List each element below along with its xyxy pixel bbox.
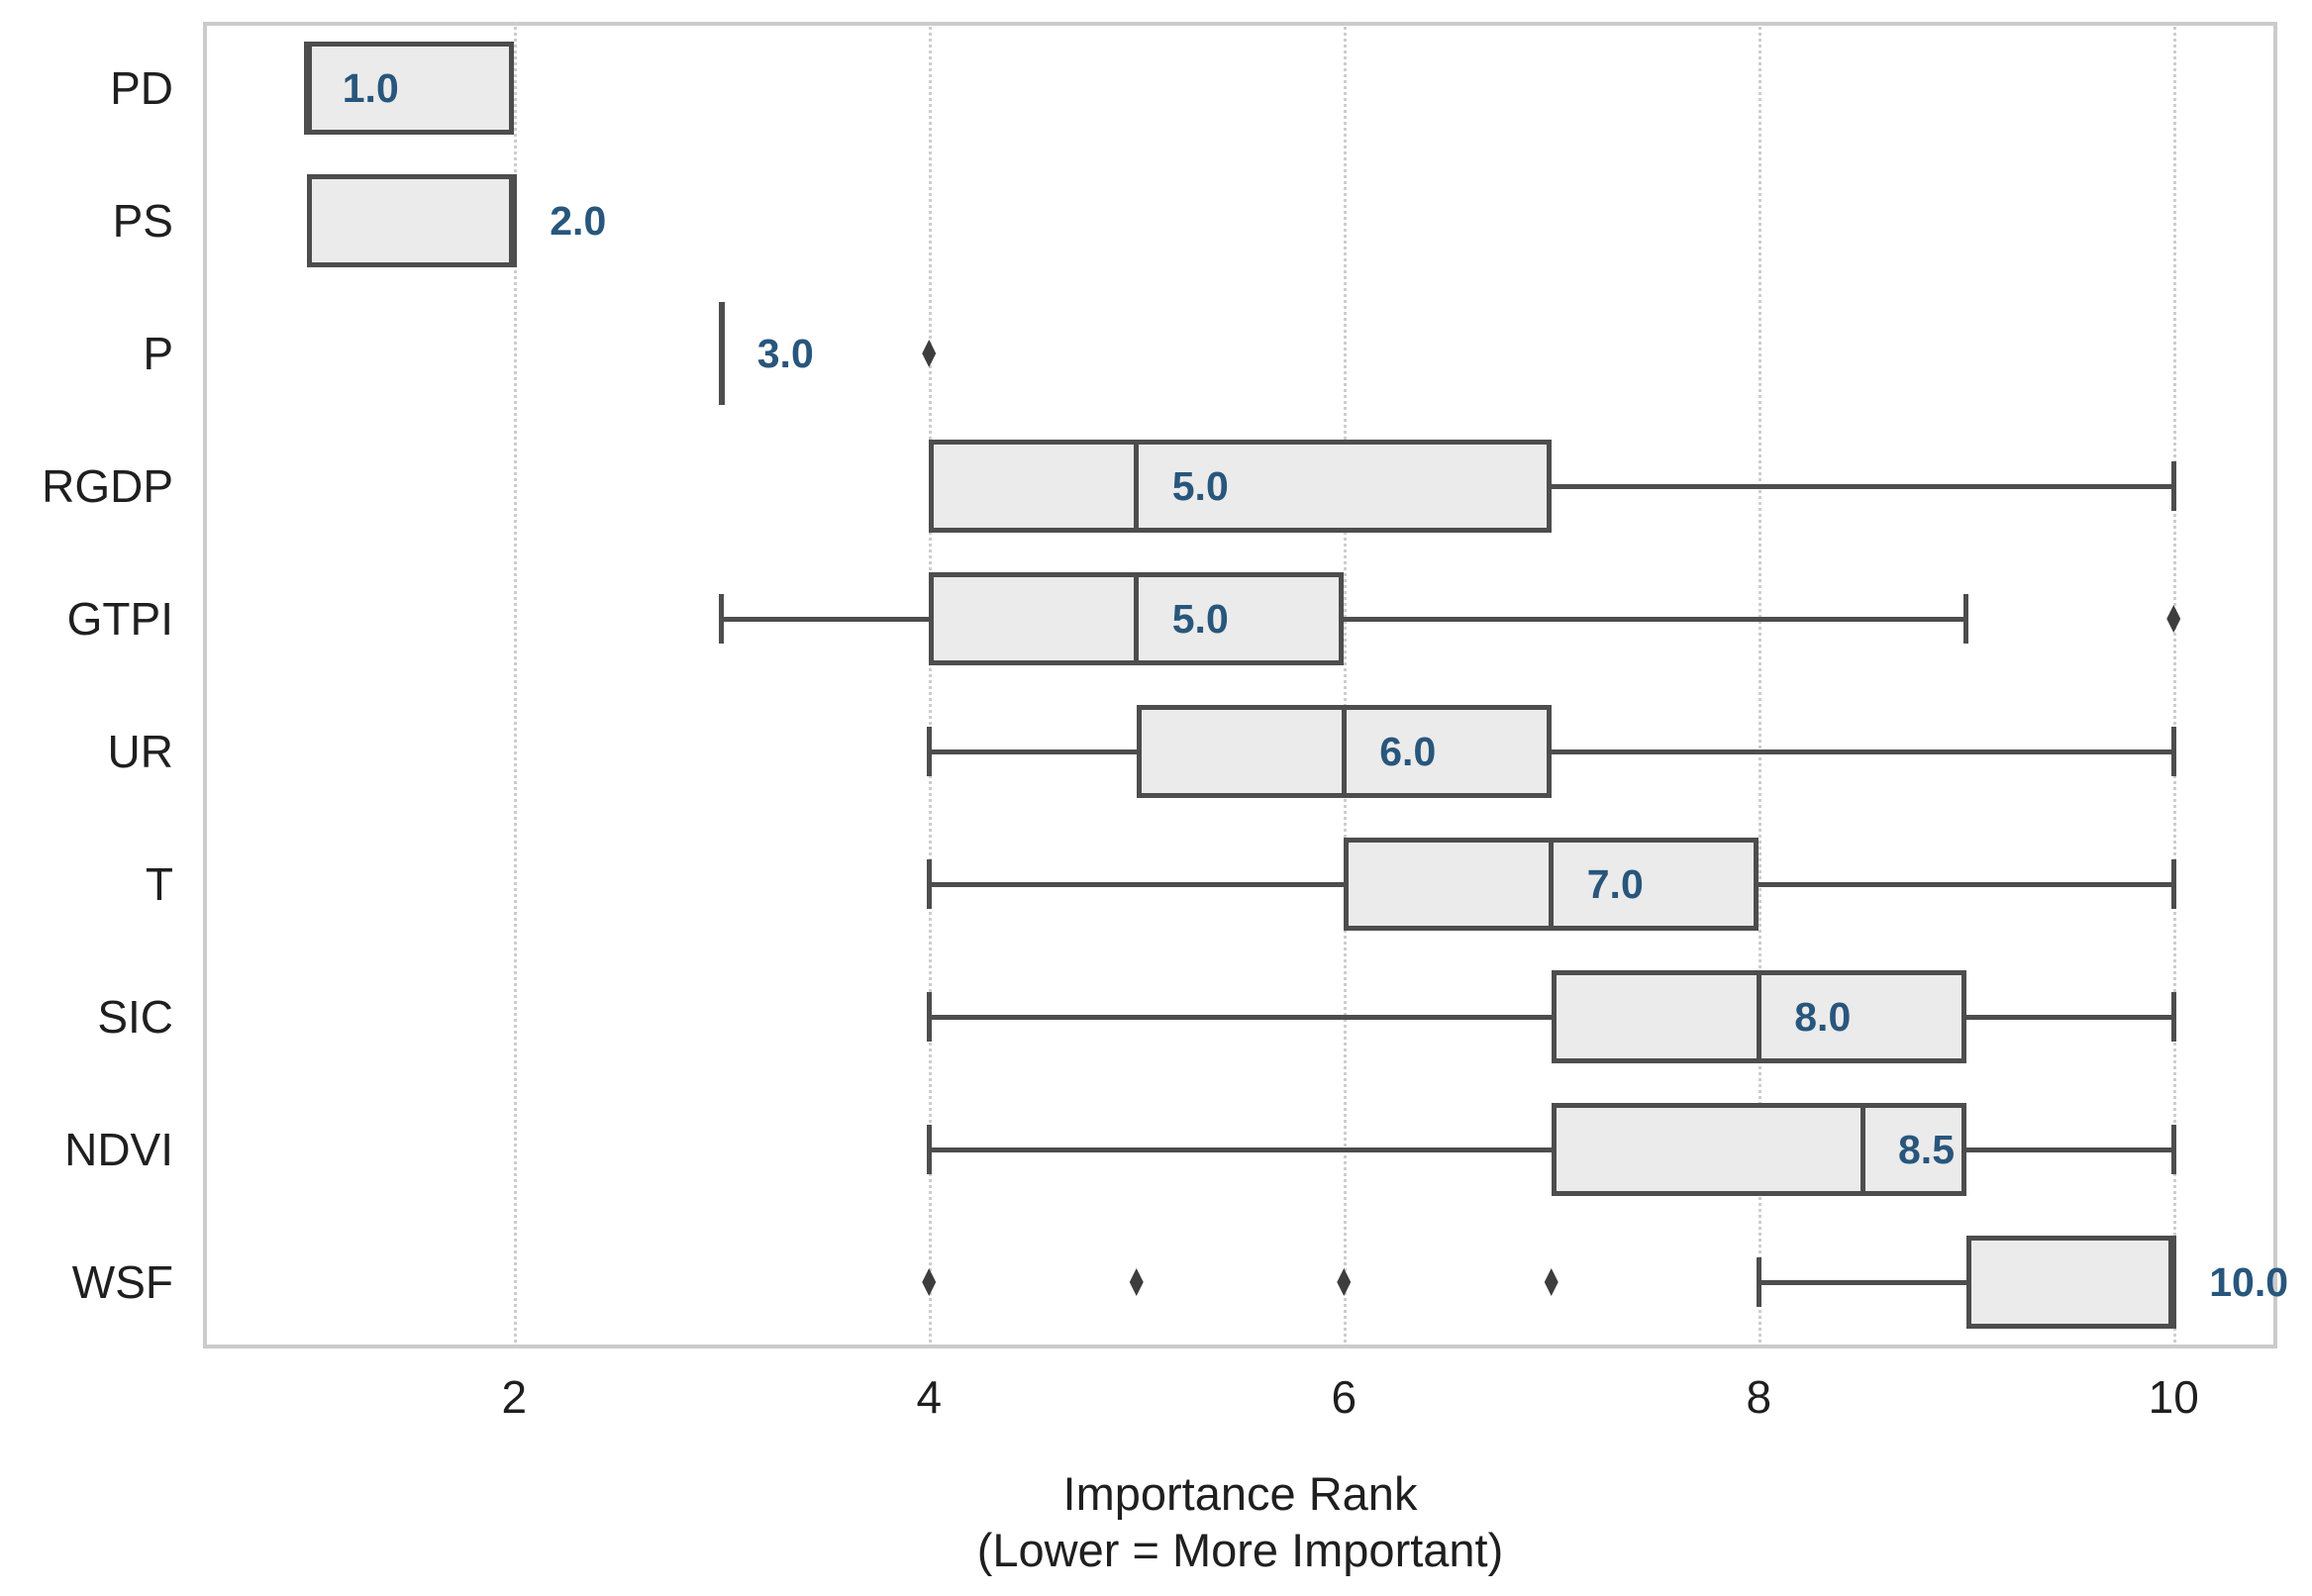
median-line-P	[718, 302, 725, 405]
x-tick-label-2: 2	[501, 1371, 528, 1423]
median-label-PD: 1.0	[342, 65, 399, 111]
median-label-WSF: 10.0	[2209, 1259, 2289, 1305]
x-axis-title-line1: Importance Rank	[1062, 1467, 1418, 1520]
gridline-x-2	[514, 22, 518, 1348]
plot-area-frame	[203, 22, 2277, 1348]
whisker-cap-low-UR	[926, 727, 932, 776]
x-tick-label-10: 10	[2148, 1371, 2199, 1423]
whisker-low-GTPI	[721, 616, 930, 622]
whisker-cap-high-GTPI	[1963, 594, 1969, 644]
x-axis-title: Importance Rank (Lower = More Important)	[203, 1465, 2277, 1578]
whisker-cap-low-GTPI	[719, 594, 725, 644]
whisker-cap-low-SIC	[926, 992, 932, 1042]
median-label-UR: 6.0	[1379, 729, 1437, 774]
median-line-T	[1549, 838, 1555, 931]
y-category-label-NDVI: NDVI	[64, 1124, 173, 1175]
whisker-cap-low-NDVI	[926, 1125, 932, 1174]
whisker-low-T	[929, 881, 1345, 887]
median-line-SIC	[1756, 970, 1761, 1063]
whisker-cap-high-T	[2170, 859, 2176, 909]
median-line-WSF	[2170, 1236, 2176, 1329]
whisker-cap-high-NDVI	[2170, 1125, 2176, 1174]
whisker-low-UR	[929, 748, 1137, 754]
x-tick-label-6: 6	[1331, 1371, 1357, 1423]
median-line-UR	[1341, 705, 1347, 798]
box-WSF	[1965, 1236, 2174, 1329]
outlier-WSF-4	[922, 1268, 937, 1296]
median-line-GTPI	[1134, 572, 1140, 665]
outlier-P-4	[922, 340, 937, 367]
y-category-label-UR: UR	[107, 726, 173, 777]
whisker-high-UR	[1551, 748, 2174, 754]
whisker-cap-high-RGDP	[2170, 461, 2176, 511]
whisker-cap-low-WSF	[1756, 1257, 1761, 1307]
whisker-high-SIC	[1965, 1014, 2174, 1020]
gridline-x-8	[1759, 22, 1762, 1348]
median-line-PS	[511, 174, 517, 267]
y-category-label-P: P	[143, 328, 173, 379]
gridline-x-4	[929, 22, 933, 1348]
whisker-low-WSF	[1759, 1279, 1966, 1285]
whisker-cap-low-T	[926, 859, 932, 909]
median-line-PD	[304, 42, 310, 135]
y-category-label-RGDP: RGDP	[42, 460, 173, 512]
median-label-T: 7.0	[1586, 861, 1644, 907]
median-label-PS: 2.0	[550, 198, 607, 244]
y-category-label-PS: PS	[112, 195, 173, 247]
y-category-label-GTPI: GTPI	[66, 593, 173, 645]
whisker-high-NDVI	[1965, 1147, 2174, 1152]
median-label-SIC: 8.0	[1794, 994, 1852, 1040]
y-category-label-PD: PD	[110, 62, 173, 114]
median-label-GTPI: 5.0	[1171, 596, 1229, 642]
x-tick-label-4: 4	[916, 1371, 943, 1423]
y-category-label-SIC: SIC	[97, 991, 173, 1043]
whisker-cap-high-SIC	[2170, 992, 2176, 1042]
median-label-RGDP: 5.0	[1171, 463, 1229, 509]
whisker-cap-high-UR	[2170, 727, 2176, 776]
outlier-WSF-5	[1129, 1268, 1144, 1296]
whisker-low-NDVI	[929, 1147, 1552, 1152]
outlier-WSF-7	[1544, 1268, 1558, 1296]
y-category-label-T: T	[145, 858, 173, 910]
whisker-high-GTPI	[1344, 616, 1966, 622]
median-line-RGDP	[1134, 440, 1140, 533]
outlier-WSF-6	[1337, 1268, 1352, 1296]
median-label-P: 3.0	[756, 331, 814, 376]
median-line-NDVI	[1860, 1103, 1865, 1196]
x-tick-label-8: 8	[1746, 1371, 1772, 1423]
box-RGDP	[929, 440, 1552, 533]
box-PS	[306, 174, 515, 267]
whisker-high-T	[1759, 881, 2174, 887]
box-PD	[306, 42, 515, 135]
outlier-GTPI-10	[2166, 605, 2181, 633]
box-NDVI	[1551, 1103, 1966, 1196]
median-label-NDVI: 8.5	[1898, 1127, 1955, 1172]
x-axis-title-line2: (Lower = More Important)	[976, 1524, 1504, 1576]
gridline-x-10	[2173, 22, 2177, 1348]
whisker-low-SIC	[929, 1014, 1552, 1020]
whisker-high-RGDP	[1551, 483, 2174, 489]
gridline-x-6	[1344, 22, 1348, 1348]
y-category-label-WSF: WSF	[71, 1256, 173, 1308]
